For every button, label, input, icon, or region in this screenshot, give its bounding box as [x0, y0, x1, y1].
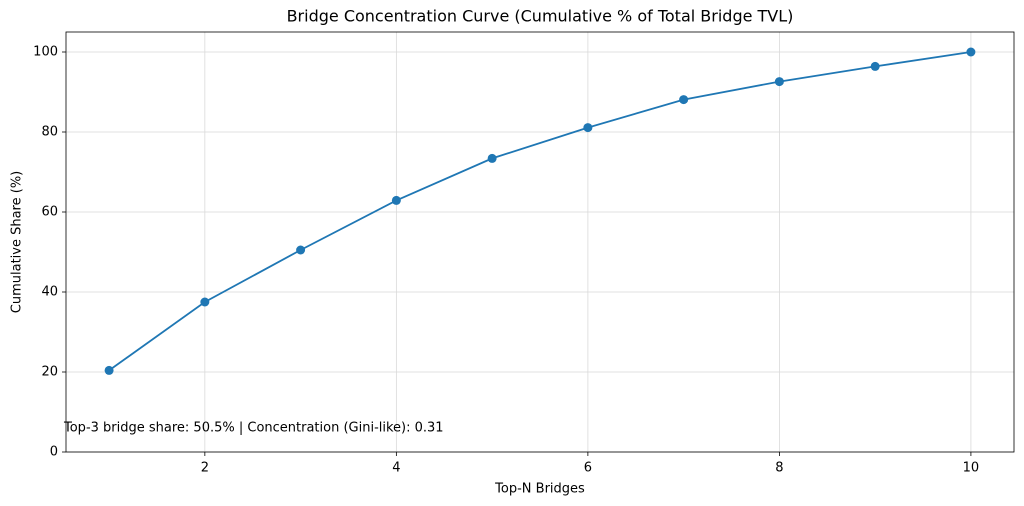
y-axis-label: Cumulative Share (%)	[10, 171, 25, 313]
y-tick-label: 100	[33, 45, 58, 60]
data-point	[679, 95, 689, 105]
x-axis-label: Top-N Bridges	[494, 482, 585, 497]
data-point	[200, 297, 210, 307]
x-tick-label: 6	[584, 461, 592, 476]
x-tick-label: 2	[201, 461, 209, 476]
data-point	[391, 195, 401, 205]
data-point	[487, 153, 497, 163]
data-point	[104, 365, 114, 375]
y-tick-label: 60	[41, 205, 58, 220]
y-tick-label: 0	[50, 445, 58, 460]
y-tick-label: 80	[41, 125, 58, 140]
data-point	[296, 245, 306, 255]
x-tick-label: 10	[963, 461, 980, 476]
x-tick-label: 4	[392, 461, 400, 476]
data-line	[108, 51, 972, 372]
data-point	[774, 77, 784, 87]
data-point	[583, 123, 593, 133]
x-tick-label: 8	[775, 461, 783, 476]
data-point	[966, 47, 976, 57]
y-tick-label: 40	[41, 285, 58, 300]
data-point	[870, 61, 880, 71]
plot-frame	[65, 31, 1015, 453]
y-tick-label: 20	[41, 365, 58, 380]
annotation: Top-3 bridge share: 50.5% | Concentratio…	[63, 421, 444, 436]
chart-title: Bridge Concentration Curve (Cumulative %…	[287, 7, 794, 26]
